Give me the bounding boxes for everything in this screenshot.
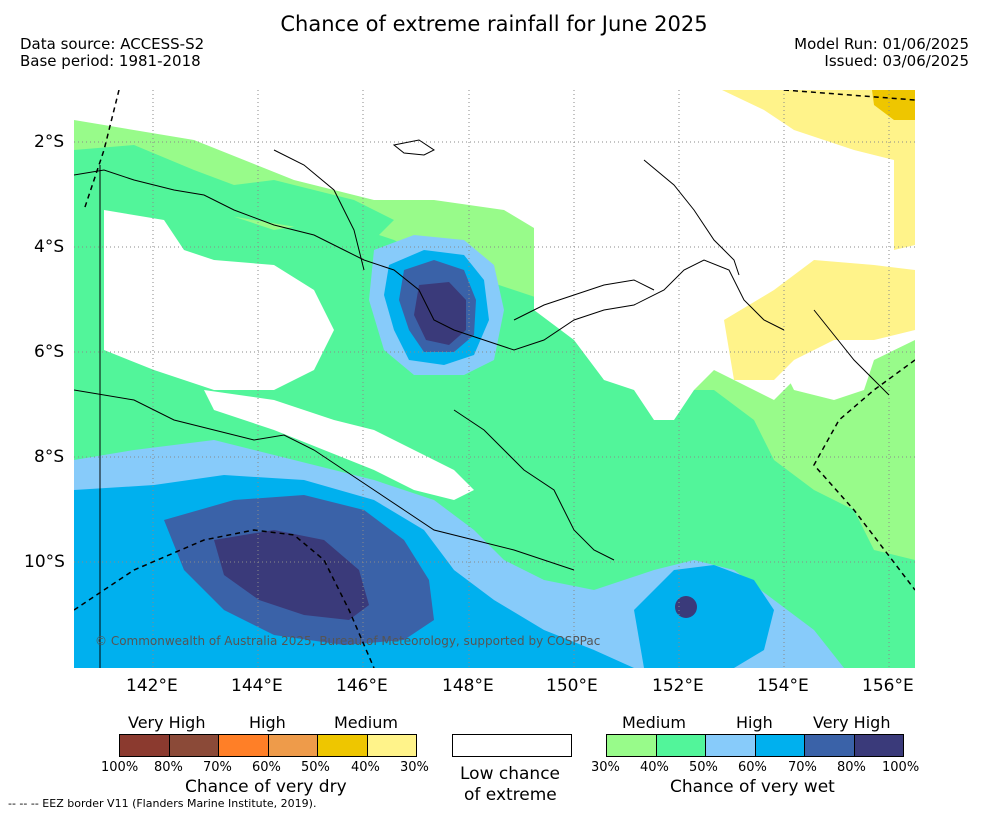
lon-label-150e: 150°E xyxy=(546,676,598,696)
wet-swatch-60-70 xyxy=(755,735,805,756)
wet-80-east-spot xyxy=(675,596,697,618)
eez-border-north-west xyxy=(83,90,120,211)
wet-tick-70: 70% xyxy=(788,760,817,775)
low-chance-area-west xyxy=(104,210,334,390)
graticule xyxy=(74,90,915,668)
dry-swatch-40-30 xyxy=(367,735,416,756)
dry-swatch-50-40 xyxy=(318,735,368,756)
dry-swatch-70-60 xyxy=(219,735,269,756)
wet-swatch-70-80 xyxy=(805,735,855,756)
wet-tick-50: 50% xyxy=(689,760,718,775)
eez-footnote: -- -- -- EEZ border V11 (Flanders Marine… xyxy=(8,797,317,810)
lon-label-142e: 142°E xyxy=(126,676,178,696)
wet-level-high: High xyxy=(736,713,773,732)
dry-tick-80: 80% xyxy=(154,760,183,775)
lat-label-4s: 4°S xyxy=(34,237,65,257)
wet-swatch-80-100 xyxy=(854,735,903,756)
eez-border-north-east xyxy=(783,90,915,101)
low-chance-swatch xyxy=(452,734,572,757)
low-chance-label-1: Low chance xyxy=(460,764,560,784)
map-title: Chance of extreme rainfall for June 2025 xyxy=(280,12,708,36)
bougainville-coast xyxy=(813,309,890,396)
dry-level-very-high: Very High xyxy=(128,713,206,732)
new-britain-coast xyxy=(513,279,655,321)
eez-borders xyxy=(74,90,915,668)
wet-colorbar xyxy=(606,734,904,757)
dry-swatch-100-80 xyxy=(120,735,170,756)
wet-swatch-50-60 xyxy=(706,735,756,756)
rainfall-map xyxy=(74,90,915,668)
wet-swatch-30-40 xyxy=(607,735,657,756)
dry-level-medium: Medium xyxy=(334,713,398,732)
wet-tick-100: 100% xyxy=(882,760,920,775)
wet-40-region-north xyxy=(74,145,394,240)
copyright-credit: © Commonwealth of Australia 2025, Bureau… xyxy=(95,634,601,648)
low-chance-area-central xyxy=(204,390,474,500)
lon-label-154e: 154°E xyxy=(757,676,809,696)
lon-label-144e: 144°E xyxy=(231,676,283,696)
dry-30-region-east xyxy=(724,260,915,380)
issued-date: Issued: 03/06/2025 xyxy=(824,52,969,70)
model-run: Model Run: 01/06/2025 xyxy=(794,35,969,53)
lat-label-6s: 6°S xyxy=(34,342,65,362)
wet-legend-label: Chance of very wet xyxy=(670,777,835,797)
base-period: Base period: 1981-2018 xyxy=(20,52,201,70)
wet-tick-40: 40% xyxy=(640,760,669,775)
wet-tick-80: 80% xyxy=(837,760,866,775)
lon-label-148e: 148°E xyxy=(442,676,494,696)
new-ireland-coast xyxy=(643,159,740,276)
low-chance-label-2: of extreme xyxy=(464,785,557,805)
papuan-peninsula-coast xyxy=(453,409,615,561)
data-source: Data source: ACCESS-S2 xyxy=(20,35,205,53)
coastlines xyxy=(74,139,890,668)
border-line-east xyxy=(273,149,365,271)
lon-label-146e: 146°E xyxy=(336,676,388,696)
new-guinea-south-coast xyxy=(74,389,575,571)
wet-60-east-region xyxy=(634,565,774,668)
lat-label-8s: 8°S xyxy=(34,447,65,467)
dry-legend-label: Chance of very dry xyxy=(185,777,347,797)
eez-border-east xyxy=(813,359,915,591)
dry-swatch-60-50 xyxy=(268,735,318,756)
wet-level-very-high: Very High xyxy=(813,713,891,732)
lon-label-156e: 156°E xyxy=(862,676,914,696)
lat-label-10s: 10°S xyxy=(24,552,65,572)
map-canvas xyxy=(74,90,915,668)
wet-swatch-40-50 xyxy=(656,735,706,756)
wet-tick-30: 30% xyxy=(591,760,620,775)
dry-tick-50: 50% xyxy=(301,760,330,775)
eez-border-south xyxy=(74,529,375,668)
dry-tick-100: 100% xyxy=(101,760,139,775)
dry-tick-30: 30% xyxy=(400,760,429,775)
wet-80-region xyxy=(214,530,369,620)
dry-level-high: High xyxy=(249,713,286,732)
wet-tick-60: 60% xyxy=(738,760,767,775)
dry-swatch-80-70 xyxy=(169,735,219,756)
lon-label-152e: 152°E xyxy=(652,676,704,696)
dry-tick-40: 40% xyxy=(351,760,380,775)
dry-tick-70: 70% xyxy=(203,760,232,775)
lat-label-2s: 2°S xyxy=(34,132,65,152)
admiralty-islands xyxy=(392,139,435,156)
dry-tick-60: 60% xyxy=(252,760,281,775)
wet-level-medium: Medium xyxy=(622,713,686,732)
dry-colorbar xyxy=(119,734,417,757)
new-guinea-north-coast xyxy=(74,169,785,351)
dry-30-region-north xyxy=(722,90,915,250)
